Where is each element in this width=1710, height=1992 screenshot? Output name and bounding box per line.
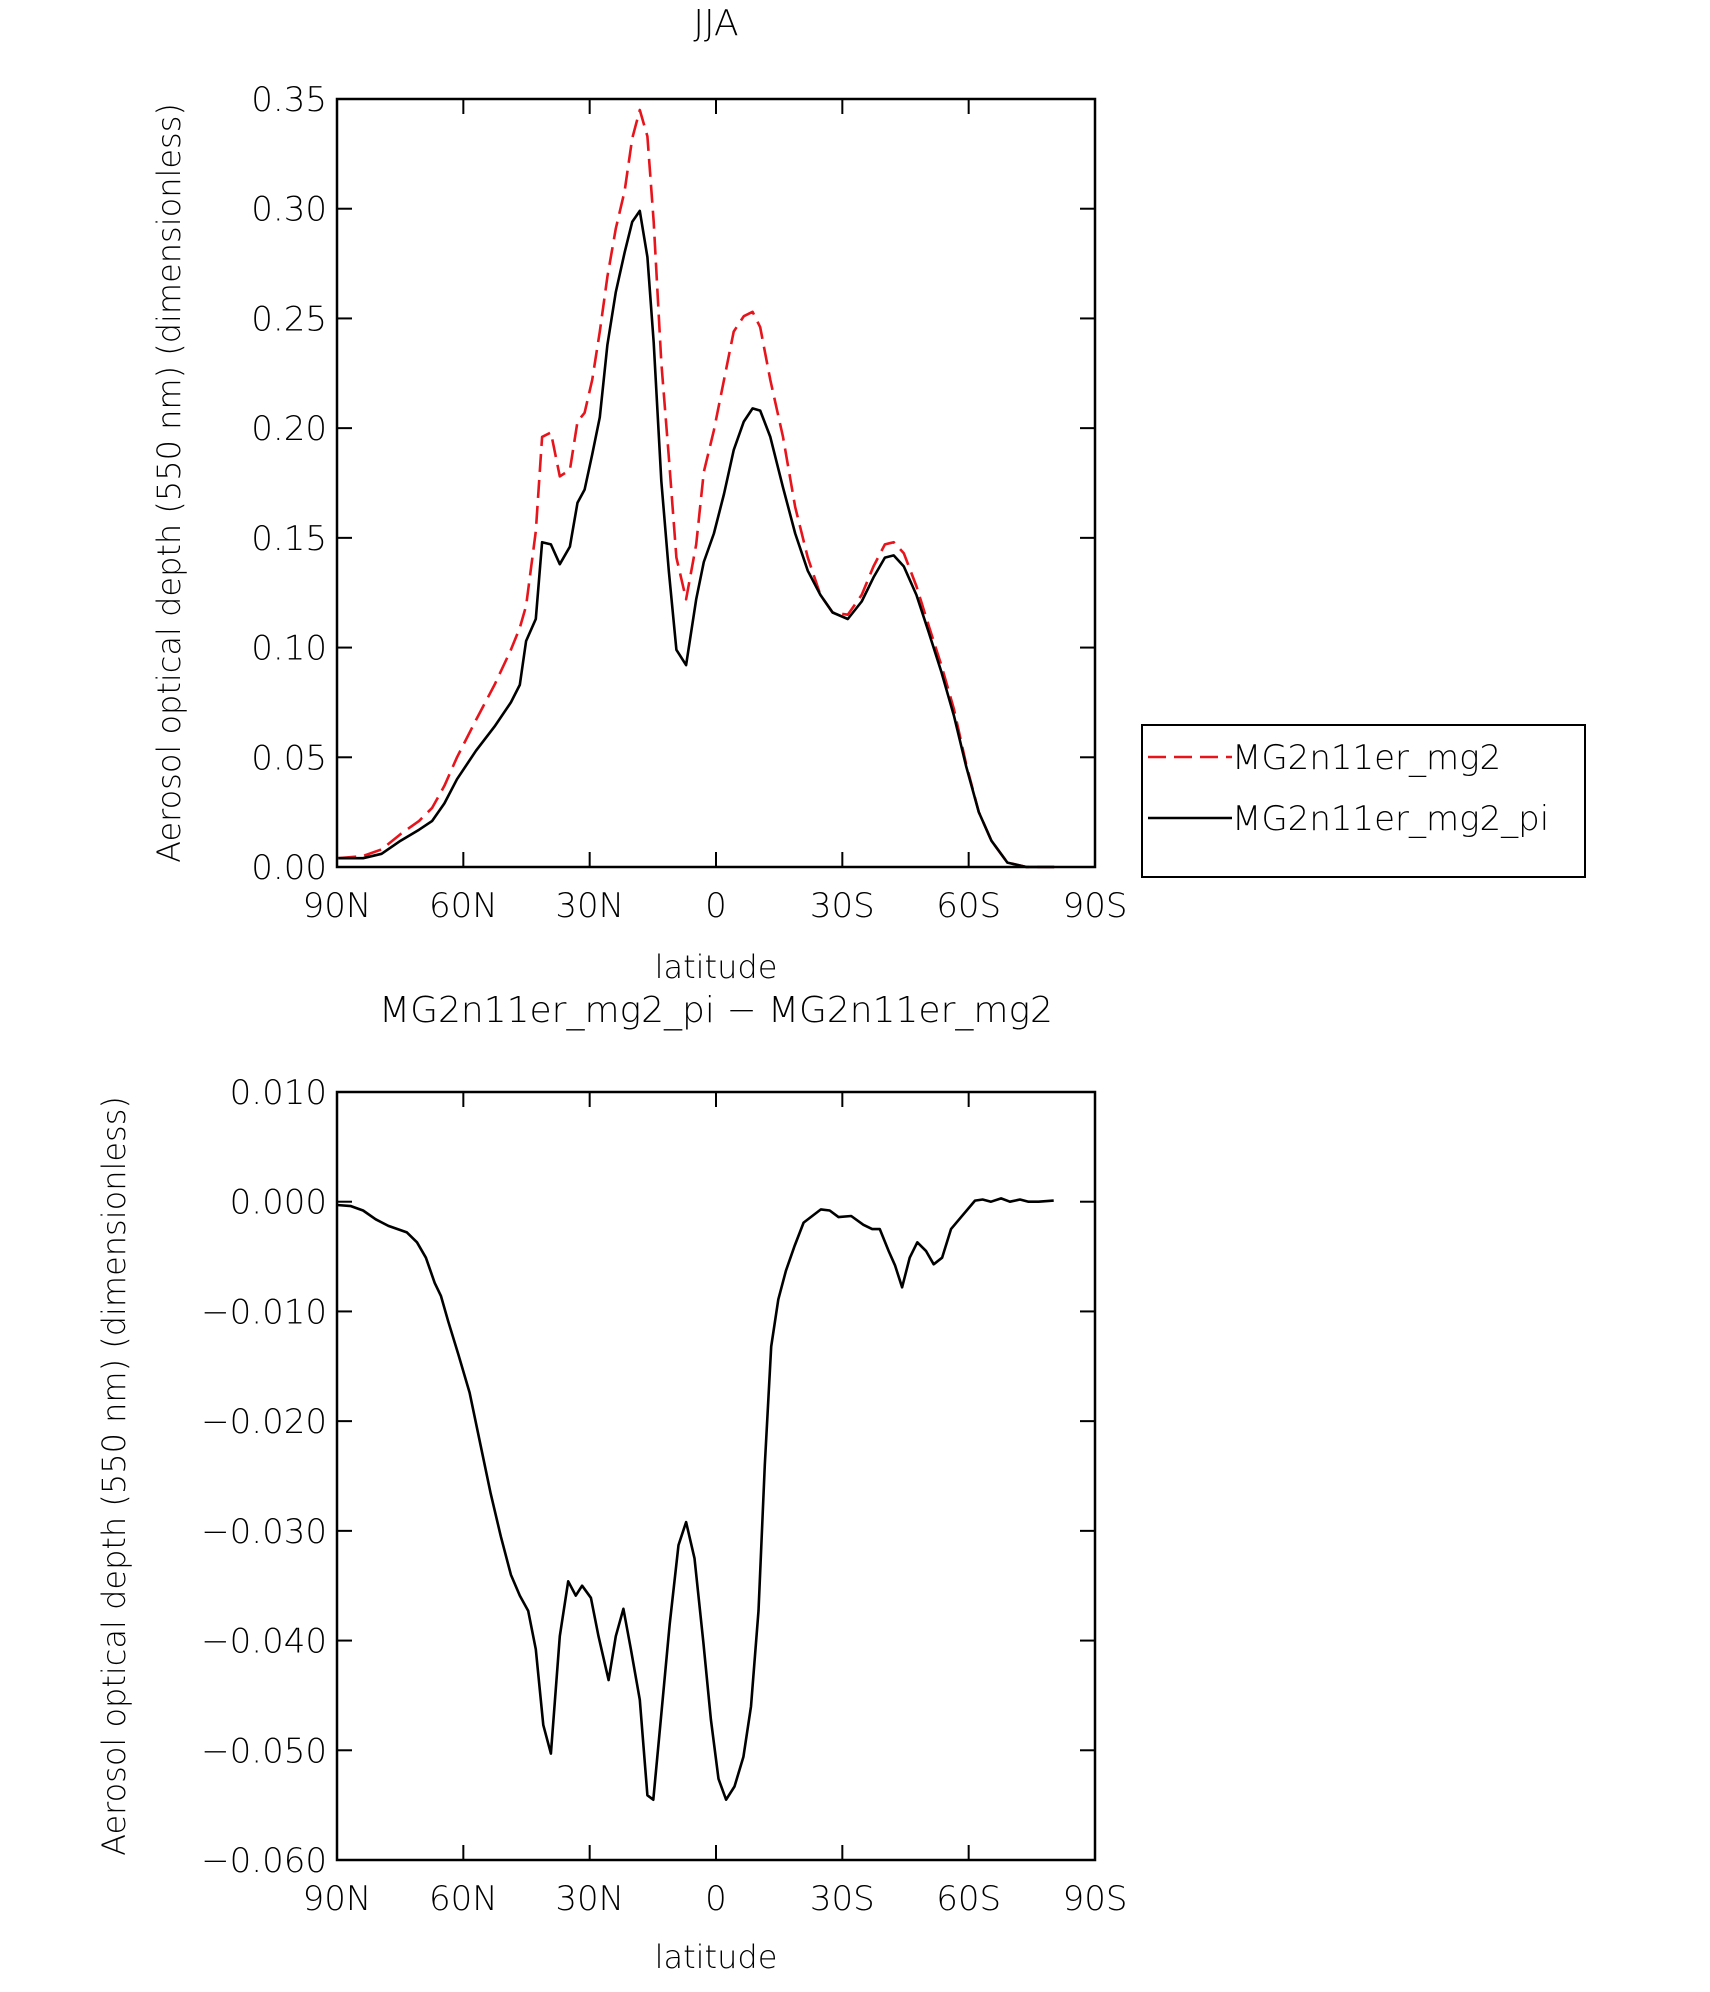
x-tick-label: 60N bbox=[429, 886, 498, 926]
x-tick-label: 60N bbox=[429, 1879, 498, 1919]
y-tick-label: −0.030 bbox=[201, 1512, 327, 1552]
x-tick-label: 90N bbox=[303, 886, 372, 926]
x-tick-label: 30S bbox=[810, 886, 875, 926]
x-axis-label: latitude bbox=[655, 948, 778, 986]
y-tick-label: 0.00 bbox=[251, 848, 327, 888]
y-tick-label: 0.15 bbox=[251, 519, 327, 559]
data-line bbox=[338, 108, 1055, 869]
x-tick-label: 30S bbox=[810, 1879, 875, 1919]
legend-label: MG2n11er_mg2 bbox=[1232, 738, 1501, 778]
y-tick-label: 0.10 bbox=[251, 629, 327, 669]
data-line bbox=[336, 1197, 1054, 1801]
x-tick-label: 90S bbox=[1063, 886, 1128, 926]
y-tick-label: −0.020 bbox=[201, 1402, 327, 1442]
y-tick-label: 0.05 bbox=[251, 738, 327, 778]
chart-title: MG2n11er_mg2_pi − MG2n11er_mg2 bbox=[379, 990, 1053, 1031]
x-axis-label: latitude bbox=[655, 1938, 778, 1976]
y-tick-label: −0.040 bbox=[201, 1622, 327, 1662]
y-tick-label: 0.000 bbox=[230, 1183, 327, 1223]
x-tick-label: 90S bbox=[1063, 1879, 1128, 1919]
x-tick-label: 30N bbox=[555, 886, 624, 926]
plot-frame bbox=[335, 1090, 1097, 1862]
y-axis-label: Aerosol optical depth (550 nm) (dimensio… bbox=[150, 103, 188, 863]
y-tick-label: 0.30 bbox=[251, 190, 327, 230]
x-tick-label: 0 bbox=[705, 886, 727, 926]
y-tick-label: −0.010 bbox=[201, 1292, 327, 1332]
x-tick-label: 60S bbox=[936, 886, 1001, 926]
legend-label: MG2n11er_mg2_pi bbox=[1232, 799, 1549, 839]
data-line bbox=[338, 209, 1055, 869]
x-tick-label: 90N bbox=[303, 1879, 372, 1919]
y-tick-label: 0.20 bbox=[251, 409, 327, 449]
x-tick-label: 0 bbox=[705, 1879, 727, 1919]
y-tick-label: −0.050 bbox=[201, 1731, 327, 1771]
y-tick-label: 0.010 bbox=[230, 1073, 327, 1113]
plot-frame bbox=[335, 97, 1097, 869]
chart-title: JJA bbox=[693, 3, 738, 44]
y-tick-label: 0.25 bbox=[251, 299, 327, 339]
legend-box bbox=[1141, 724, 1586, 878]
x-tick-label: 30N bbox=[555, 1879, 624, 1919]
y-tick-label: 0.35 bbox=[251, 80, 327, 120]
x-tick-label: 60S bbox=[936, 1879, 1001, 1919]
y-axis-label: Aerosol optical depth (550 nm) (dimensio… bbox=[95, 1096, 133, 1856]
y-tick-label: −0.060 bbox=[201, 1841, 327, 1881]
